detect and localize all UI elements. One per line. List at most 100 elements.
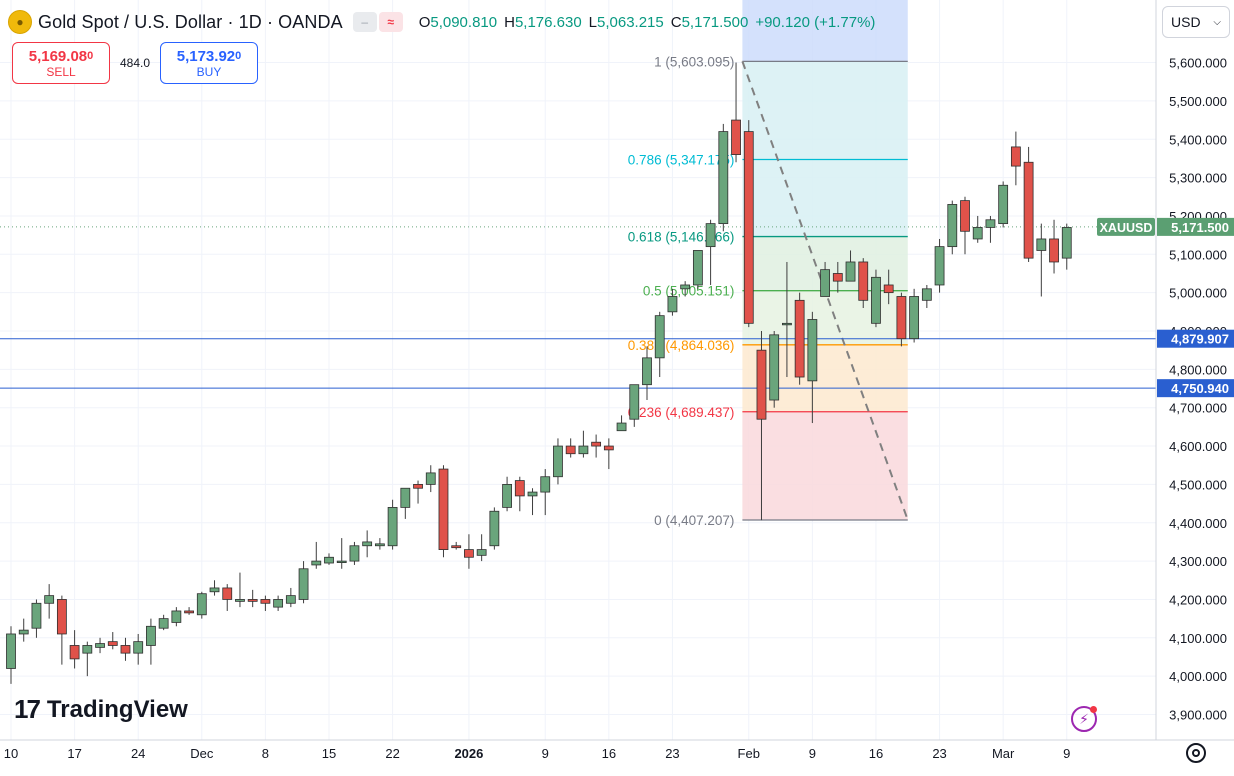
- y-tick-label: 4,600.000: [1169, 439, 1227, 454]
- x-tick-label: 16: [869, 746, 883, 761]
- candle-body: [603, 445, 614, 451]
- candle-body: [680, 284, 691, 290]
- candle-body: [324, 556, 334, 564]
- fib-level-label-0.5: 0.5 (5,005.151): [643, 284, 735, 299]
- candle-body: [95, 643, 105, 648]
- fib-zone-0.618: [742, 159, 908, 237]
- candle-body: [960, 200, 970, 232]
- candle-body: [158, 618, 169, 629]
- y-tick-label: 4,300.000: [1169, 554, 1227, 569]
- candle-body: [947, 204, 958, 248]
- x-tick-label: 16: [602, 746, 616, 761]
- candle-body: [502, 483, 512, 508]
- symbol-title[interactable]: Gold Spot / U.S. Dollar · 1D · OANDA: [38, 11, 343, 32]
- candle-body: [1010, 146, 1021, 167]
- fib-level-label-0.236: 0.236 (4,689.437): [628, 405, 735, 420]
- spread-value: 484.0: [119, 56, 151, 70]
- x-tick-label: 9: [809, 746, 816, 761]
- trade-panel: 5,169.080 SELL 484.0 5,173.920 BUY: [12, 42, 258, 84]
- candle-body: [972, 227, 983, 240]
- candle-body: [44, 595, 55, 604]
- market-status-badge[interactable]: –: [352, 12, 377, 32]
- symbol-tag-label: XAUUSD: [1100, 221, 1153, 235]
- x-tick-label: 23: [665, 746, 679, 761]
- fib-level-label-0.382: 0.382 (4,864.036): [628, 338, 735, 353]
- x-tick-label: 15: [322, 746, 336, 761]
- y-tick-label: 5,400.000: [1169, 132, 1227, 147]
- buy-button[interactable]: 5,173.920 BUY: [160, 42, 258, 84]
- data-delay-badge[interactable]: ≈: [378, 12, 403, 32]
- candle-body: [820, 269, 830, 297]
- candle-body: [387, 507, 398, 547]
- candle-body: [400, 487, 411, 508]
- candle-body: [1061, 227, 1072, 259]
- candle-body: [235, 599, 245, 602]
- candle-body: [591, 441, 602, 447]
- candle-body: [616, 422, 627, 432]
- gold-coins-icon[interactable]: ●: [8, 10, 32, 34]
- candle-body: [413, 483, 423, 489]
- x-tick-label: 2026: [454, 746, 483, 761]
- fib-zone-0.786: [742, 61, 908, 160]
- y-tick-label: 5,000.000: [1169, 286, 1227, 301]
- lightning-icon[interactable]: ⚡: [1071, 706, 1097, 732]
- x-tick-label: Feb: [738, 746, 760, 761]
- candle-body: [349, 545, 360, 562]
- y-tick-label: 4,100.000: [1169, 631, 1227, 646]
- symbol-badges: – ≈: [352, 12, 403, 32]
- x-tick-label: 17: [67, 746, 81, 761]
- candle-body: [527, 491, 538, 497]
- y-tick-label: 4,200.000: [1169, 592, 1227, 607]
- candle-body: [107, 641, 118, 646]
- grid-lines: [0, 0, 1156, 740]
- tradingview-logo[interactable]: 17 TradingView: [14, 694, 188, 725]
- candle-body: [56, 599, 67, 635]
- candle-body: [705, 223, 716, 248]
- tradingview-mark-icon: 17: [14, 694, 41, 724]
- y-tick-label: 5,500.000: [1169, 94, 1227, 109]
- fib-extension-band: [742, 0, 908, 62]
- hline-price-badge: [1157, 379, 1234, 398]
- candle-body: [883, 284, 894, 294]
- candle-body: [1023, 161, 1034, 259]
- gear-icon[interactable]: [1186, 743, 1206, 763]
- candle-body: [858, 261, 869, 301]
- candle-body: [18, 629, 29, 635]
- candle-body: [998, 184, 1009, 225]
- candle-body: [794, 299, 805, 378]
- candle-body: [667, 296, 678, 313]
- y-tick-label: 4,000.000: [1169, 669, 1227, 684]
- candle-body: [120, 645, 131, 654]
- x-tick-label: 24: [131, 746, 145, 761]
- candle-body: [260, 599, 271, 604]
- x-tick-label: 22: [385, 746, 399, 761]
- candle-body: [731, 119, 741, 155]
- x-tick-label: 10: [4, 746, 18, 761]
- candle-body: [909, 296, 920, 340]
- fib-level-label-0: 0 (4,407.207): [654, 513, 734, 528]
- candle-body: [871, 276, 881, 324]
- candle-body: [1049, 238, 1059, 263]
- candle-body: [247, 599, 258, 602]
- price-axis: 3,900.000 4,000.000 4,100.000 4,200.000 4,30…: [1155, 0, 1234, 771]
- candle-body: [196, 593, 207, 616]
- candle-body: [782, 322, 792, 326]
- fib-level-label-1: 1 (5,603.095): [654, 54, 734, 69]
- candle-body: [743, 131, 754, 324]
- x-tick-label: 9: [542, 746, 549, 761]
- notification-dot: [1090, 706, 1097, 713]
- ohlc-low: L5,063.215: [588, 13, 664, 31]
- fib-zone-0.236: [742, 344, 908, 412]
- candle-body: [222, 587, 233, 600]
- candle-body: [464, 549, 474, 558]
- sell-button[interactable]: 5,169.080 SELL: [12, 42, 110, 84]
- candle-body: [985, 219, 996, 228]
- currency-value: USD: [1171, 14, 1201, 30]
- currency-select[interactable]: USD ⌵: [1162, 6, 1230, 38]
- sell-price: 5,169.080: [28, 47, 94, 65]
- chevron-down-icon: ⌵: [1213, 16, 1221, 28]
- candle-body: [578, 445, 589, 455]
- y-tick-label: 5,300.000: [1169, 171, 1227, 186]
